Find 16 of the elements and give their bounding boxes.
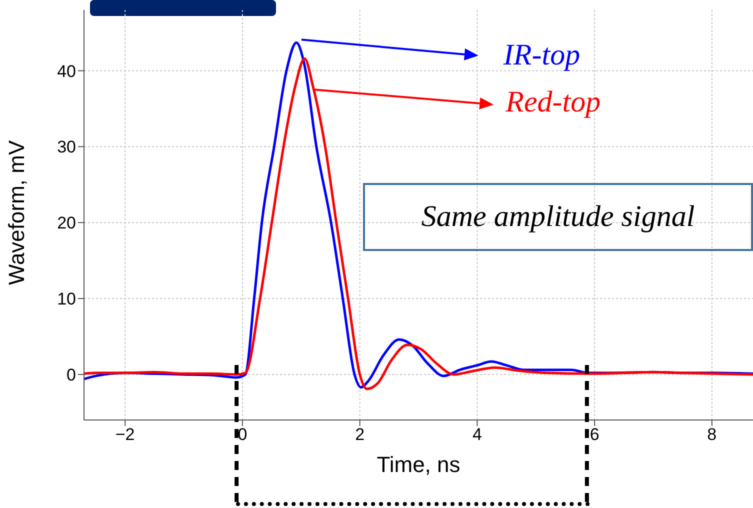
y-tick-label: 10 <box>57 290 76 309</box>
y-tick-label: 30 <box>57 138 76 157</box>
annotation: Same amplitude signal <box>421 200 695 234</box>
y-tick-label: 0 <box>66 365 76 384</box>
x-tick-label: −2 <box>115 425 135 444</box>
x-tick-label: 4 <box>472 425 482 444</box>
legend-label: IR-top <box>502 38 580 72</box>
y-tick-label: 20 <box>57 214 76 233</box>
x-tick-label: 2 <box>355 425 365 444</box>
y-axis-title: Waveform, mV <box>4 140 29 285</box>
x-tick-label: 0 <box>238 425 248 444</box>
y-tick-label: 40 <box>57 62 76 81</box>
x-axis-title: Time, ns <box>376 452 460 477</box>
legend-label: Red-top <box>504 86 601 119</box>
x-tick-label: 8 <box>707 425 717 444</box>
x-tick-label: 6 <box>590 425 600 444</box>
